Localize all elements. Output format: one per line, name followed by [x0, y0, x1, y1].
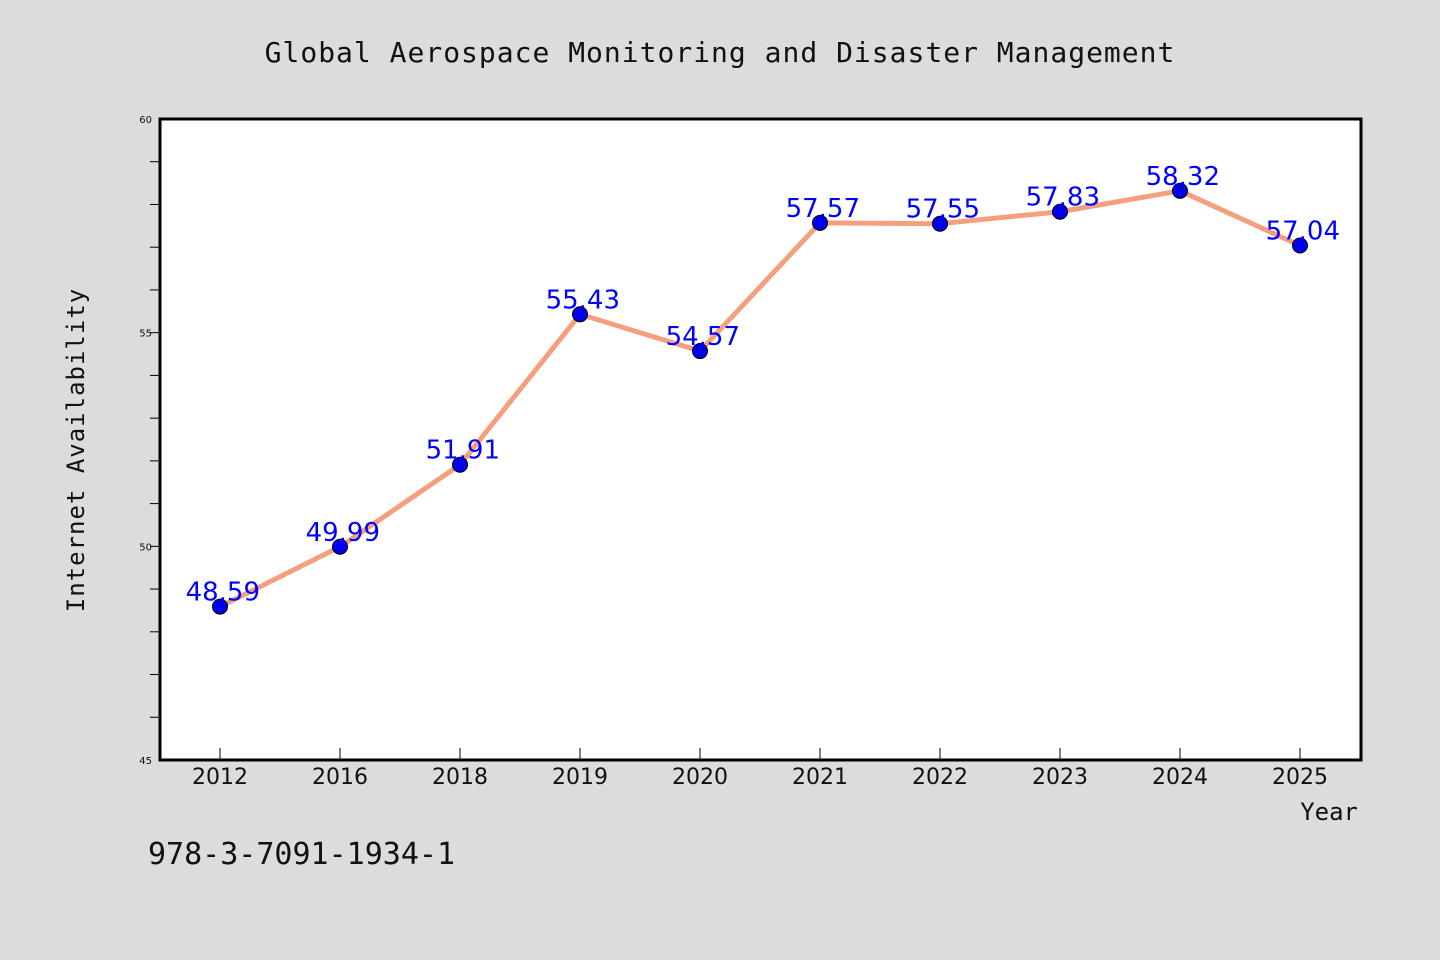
data-point: [212, 598, 228, 615]
y-tick-label: 60: [139, 115, 152, 126]
data-point: [572, 306, 588, 323]
plot-area: [158, 117, 1363, 762]
data-label: 57.57: [786, 194, 860, 224]
chart-title: Global Aerospace Monitoring and Disaster…: [265, 36, 1176, 69]
series-line: [217, 188, 1303, 610]
x-tick-label: 2024: [1152, 765, 1208, 790]
data-point: [452, 456, 468, 473]
data-point: [932, 215, 948, 232]
data-point: [332, 538, 348, 555]
y-axis-label: Internet Availability: [62, 288, 90, 612]
x-tick-label: 2020: [672, 765, 728, 790]
series-layer: 48.59 49.99 51.91 55.43 54.57 57.57 57.55 57.83…: [186, 162, 1340, 615]
x-axis-label: Year: [1300, 798, 1358, 826]
data-label: 48.59: [186, 578, 260, 608]
data-label: 57.55: [906, 195, 980, 225]
data-label: 58.32: [1146, 162, 1220, 192]
x-axis: 2012 2016 2018 2019 2020 2021 2022 2023 2024 2025: [192, 748, 1328, 790]
y-tick-label: 45: [139, 756, 152, 767]
x-tick-label: 2018: [432, 765, 488, 790]
y-tick-label: 55: [139, 329, 152, 340]
data-point: [1052, 203, 1068, 220]
data-label: 57.83: [1026, 183, 1100, 213]
data-label: 55.43: [546, 285, 620, 315]
data-label: 49.99: [306, 518, 380, 548]
x-tick-label: 2021: [792, 765, 848, 790]
x-tick-label: 2022: [912, 765, 968, 790]
data-point: [1172, 182, 1188, 199]
x-tick-label: 2019: [552, 765, 608, 790]
data-label: 54.57: [666, 322, 740, 352]
x-tick-label: 2012: [192, 765, 248, 790]
y-axis: 45 50 55 60: [139, 115, 160, 767]
footer-text: 978-3-7091-1934-1: [148, 837, 455, 872]
x-tick-label: 2025: [1272, 765, 1328, 790]
data-point: [1292, 237, 1308, 254]
data-point: [812, 214, 828, 231]
y-tick-label: 50: [139, 542, 152, 553]
data-label: 57.04: [1266, 216, 1340, 246]
x-tick-label: 2016: [312, 765, 368, 790]
data-point: [692, 343, 708, 360]
x-tick-label: 2023: [1032, 765, 1088, 790]
data-label: 51.91: [426, 436, 500, 466]
